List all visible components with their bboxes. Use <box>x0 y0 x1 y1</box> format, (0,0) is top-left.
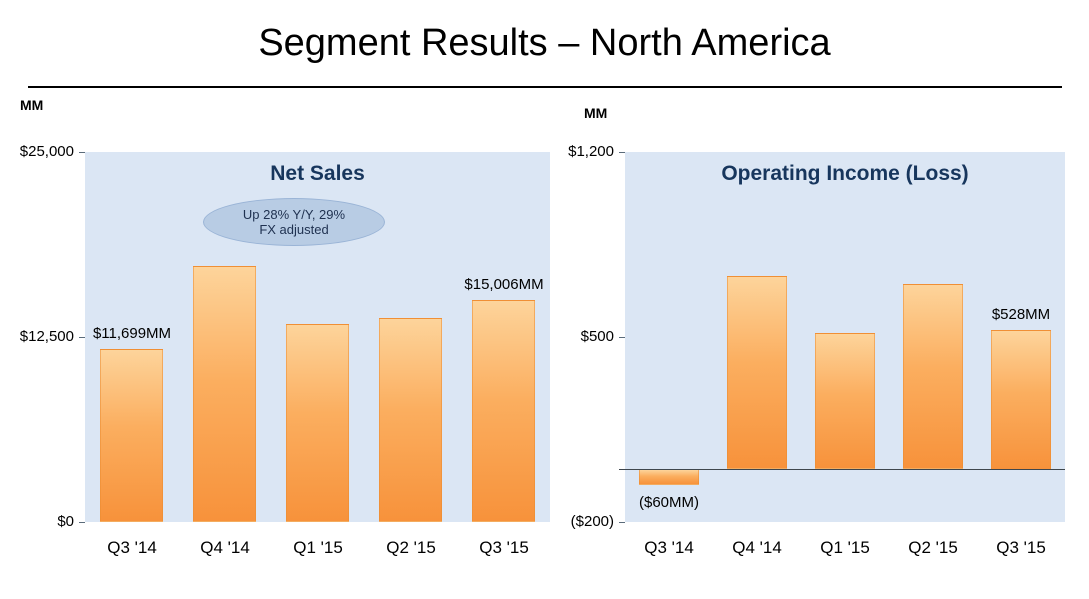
y-axis-tick-mark <box>79 152 85 153</box>
page-title: Segment Results – North America <box>258 22 831 64</box>
zero-axis-line <box>619 469 1065 470</box>
net-sales-chart-title: Net Sales <box>270 162 365 185</box>
y-axis-tick-mark <box>619 522 625 523</box>
y-axis-tick-mark <box>619 152 625 153</box>
x-axis-category-label: Q3 '15 <box>996 538 1046 557</box>
bar <box>815 333 875 469</box>
x-axis-category-label: Q3 '14 <box>107 538 157 557</box>
net-sales-plot-area: Net Sales Up 28% Y/Y, 29% FX adjusted <box>85 152 550 522</box>
y-axis-tick-label: $1,200 <box>568 143 614 160</box>
bar-value-label: $15,006MM <box>464 276 544 293</box>
y-axis-tick-label: $500 <box>580 328 614 345</box>
growth-annotation-ellipse: Up 28% Y/Y, 29% FX adjusted <box>203 198 385 246</box>
bar <box>903 284 963 469</box>
y-axis-tick-mark <box>619 337 625 338</box>
x-axis-category-label: Q4 '14 <box>732 538 782 557</box>
x-axis-category-label: Q2 '15 <box>908 538 958 557</box>
net-sales-chart: MM Net Sales Up 28% Y/Y, 29% FX adjusted… <box>0 95 560 595</box>
x-axis-category-label: Q1 '15 <box>293 538 343 557</box>
y-axis-tick-label: ($200) <box>570 513 614 530</box>
bar-value-label: ($60MM) <box>638 494 699 511</box>
y-axis-tick-label: $12,500 <box>19 328 74 345</box>
x-axis-category-label: Q2 '15 <box>386 538 436 557</box>
y-axis-tick-label: $0 <box>57 513 74 530</box>
operating-income-chart: MM Operating Income (Loss) $1,200 $500 ($2… <box>560 95 1089 595</box>
bar <box>991 330 1051 470</box>
bar <box>193 266 256 522</box>
bar <box>639 469 699 485</box>
x-axis-category-label: Q4 '14 <box>200 538 250 557</box>
bar <box>100 349 163 522</box>
y-axis-tick-mark <box>79 522 85 523</box>
y-axis-unit-label: MM <box>584 105 608 121</box>
growth-annotation-line2: FX adjusted <box>259 222 329 237</box>
x-axis-category-label: Q1 '15 <box>820 538 870 557</box>
y-axis-tick-label: $25,000 <box>19 143 74 160</box>
operating-income-chart-title: Operating Income (Loss) <box>721 162 969 185</box>
bar <box>286 324 349 522</box>
x-axis-category-label: Q3 '14 <box>644 538 694 557</box>
x-axis-category-label: Q3 '15 <box>479 538 529 557</box>
growth-annotation-line1: Up 28% Y/Y, 29% <box>242 207 346 222</box>
y-axis-unit-label: MM <box>20 97 44 113</box>
y-axis-tick-mark <box>79 337 85 338</box>
operating-income-plot-area: Operating Income (Loss) <box>625 152 1065 522</box>
bar <box>727 276 787 469</box>
title-underline <box>28 86 1062 88</box>
bar-value-label: $528MM <box>991 306 1051 323</box>
bar <box>472 300 535 522</box>
bar <box>379 318 442 522</box>
bar-value-label: $11,699MM <box>92 325 172 342</box>
